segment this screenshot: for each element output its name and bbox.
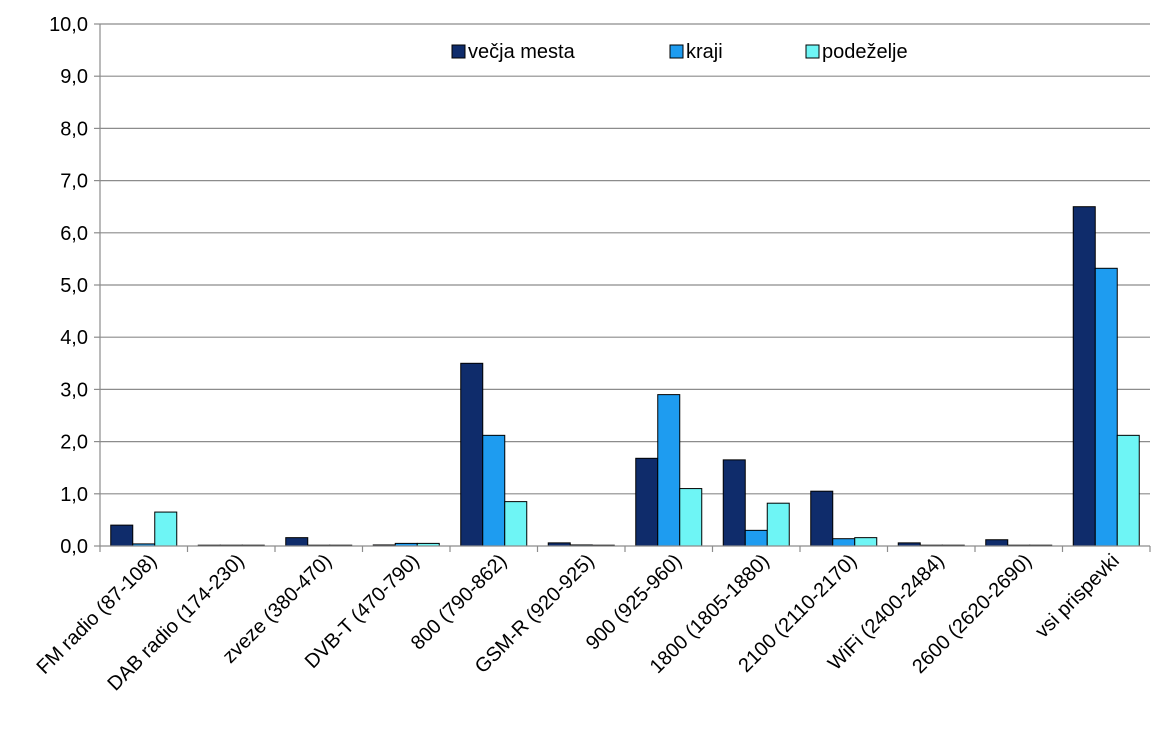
y-tick-label: 3,0 (60, 379, 88, 401)
y-tick-label: 4,0 (60, 327, 88, 349)
legend-label: večja mesta (468, 41, 576, 63)
bar (766, 502, 790, 547)
y-tick-label: 10,0 (49, 14, 88, 36)
y-tick-label: 7,0 (60, 171, 88, 193)
bar (154, 511, 178, 547)
y-tick-label: 2,0 (60, 432, 88, 454)
bar (285, 537, 309, 547)
bar (854, 537, 878, 547)
y-tick-label: 9,0 (60, 66, 88, 88)
bar (744, 529, 768, 547)
y-tick-label: 8,0 (60, 118, 88, 140)
bar (110, 524, 134, 547)
y-tick-label: 6,0 (60, 223, 88, 245)
bar (1116, 434, 1140, 547)
bar (679, 488, 703, 547)
x-category-label: vsi prispevki (1031, 550, 1124, 643)
bar (635, 457, 659, 547)
bar (832, 538, 856, 547)
bar (504, 501, 528, 547)
legend-swatch (669, 44, 684, 59)
y-tick-label: 0,0 (60, 536, 88, 558)
x-category-labels: FM radio (87-108)DAB radio (174-230)zvez… (33, 550, 1124, 695)
y-tick-label: 1,0 (60, 484, 88, 506)
bar (657, 394, 681, 547)
bar (460, 362, 484, 547)
legend-label: kraji (686, 41, 723, 63)
bars (110, 206, 1140, 547)
y-tick-labels: 0,0 1,0 2,0 3,0 4,0 5,0 6,0 7,0 8,0 9,0 10,0 (49, 14, 88, 558)
legend-label: podeželje (822, 41, 908, 63)
bar (722, 459, 746, 547)
bar (1072, 206, 1096, 547)
bar (1094, 267, 1118, 547)
bar (985, 539, 1009, 547)
grid-lines (94, 23, 1150, 547)
axes (99, 24, 1151, 552)
legend-swatch (451, 44, 466, 59)
bar (482, 434, 506, 547)
legend: večja mesta kraji podeželje (451, 41, 908, 63)
legend-swatch (805, 44, 820, 59)
y-tick-label: 5,0 (60, 275, 88, 297)
bar (810, 490, 834, 547)
